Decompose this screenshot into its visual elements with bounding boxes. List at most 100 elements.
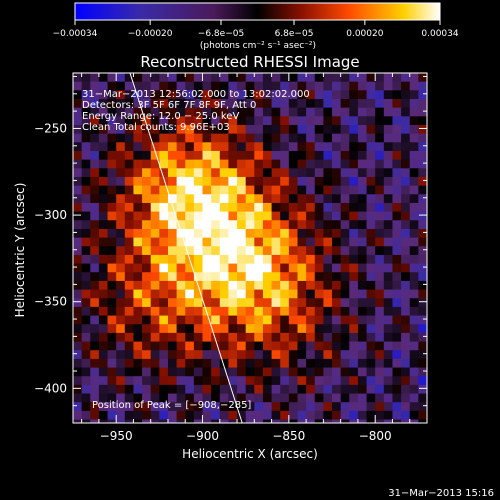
heatmap-cell [401,280,411,291]
heatmap-cell [418,419,427,423]
heatmap-cell [262,254,273,265]
heatmap-cell [401,384,411,395]
heatmap-cell [90,142,100,152]
heatmap-cell [306,202,316,213]
heatmap-cell [306,98,316,109]
heatmap-cell [237,142,247,152]
heatmap-cell [219,142,230,152]
heatmap-cell [366,133,376,143]
heatmap-cell [332,393,342,403]
heatmap-cell [98,124,109,135]
heatmap-cell [314,237,324,247]
heatmap-cell [332,402,342,412]
heatmap-cell [392,220,402,230]
heatmap-cell [271,211,281,221]
heatmap-cell [375,315,385,325]
heatmap-cell [211,384,221,395]
heatmap-cell [262,263,273,273]
heatmap-cell [383,402,394,412]
heatmap-cell [124,237,135,247]
heatmap-cell [383,246,394,256]
heatmap-cell [193,220,204,230]
heatmap-cell [211,124,221,135]
heatmap-cell [124,367,135,377]
heatmap-cell [314,211,324,221]
heatmap-cell [228,73,238,83]
heatmap-cell [228,410,238,421]
heatmap-cell [254,176,264,187]
heatmap-cell [167,133,178,143]
y-tick-label: −250 [34,121,67,135]
heatmap-cell [383,202,394,213]
heatmap-cell [167,280,178,291]
heatmap-cell [159,116,169,126]
heatmap-cell [98,393,109,403]
heatmap-cell [245,384,255,395]
heatmap-cell [375,246,385,256]
heatmap-cell [73,116,83,126]
heatmap-cell [401,246,411,256]
heatmap-cell [288,332,299,343]
heatmap-cell [314,246,324,256]
heatmap-cell [392,350,402,360]
heatmap-cell [124,81,135,91]
heatmap-cell [193,107,204,117]
heatmap-cell [340,289,350,299]
heatmap-cell [219,350,230,360]
heatmap-cell [237,402,247,412]
heatmap-cell [202,332,212,343]
heatmap-cell [219,332,230,343]
heatmap-cell [81,393,91,403]
heatmap-cell [90,402,100,412]
heatmap-cell [219,272,230,282]
heatmap-cell [349,315,359,325]
heatmap-cell [211,315,221,325]
heatmap-cell [124,185,135,195]
heatmap-cell [73,272,83,282]
heatmap-cell [357,280,368,291]
heatmap-cell [306,410,316,421]
heatmap-cell [357,107,368,117]
heatmap-cell [159,81,169,91]
heatmap-cell [357,358,368,369]
heatmap-cell [98,246,109,256]
heatmap-cell [219,211,230,221]
heatmap-cell [349,116,359,126]
heatmap-cell [383,228,394,239]
heatmap-cell [150,280,160,291]
heatmap-cell [332,315,342,325]
heatmap-cell [418,315,427,325]
heatmap-cell [340,237,350,247]
heatmap-cell [288,185,299,195]
heatmap-cell [323,410,333,421]
heatmap-cell [124,350,135,360]
heatmap-area [73,73,427,423]
heatmap-cell [254,298,264,308]
heatmap-cell [314,159,324,169]
heatmap-cell [418,324,427,334]
heatmap-cell [245,350,255,360]
heatmap-cell [211,202,221,213]
heatmap-cell [401,142,411,152]
heatmap-cell [332,90,342,100]
heatmap-cell [357,176,368,187]
heatmap-cell [392,90,402,100]
heatmap-cell [401,211,411,221]
heatmap-cell [271,107,281,117]
heatmap-cell [332,280,342,291]
heatmap-cell [401,419,411,423]
heatmap-cell [340,280,350,291]
heatmap-cell [133,228,143,239]
heatmap-cell [116,159,126,169]
heatmap-cell [219,133,230,143]
heatmap-cell [237,367,247,377]
heatmap-cell [357,159,368,169]
heatmap-cell [245,73,255,83]
heatmap-cell [288,237,299,247]
heatmap-cell [211,185,221,195]
heatmap-cell [357,150,368,161]
heatmap-cell [314,90,324,100]
heatmap-cell [383,116,394,126]
heatmap-cell [167,306,178,317]
heatmap-cell [288,254,299,265]
